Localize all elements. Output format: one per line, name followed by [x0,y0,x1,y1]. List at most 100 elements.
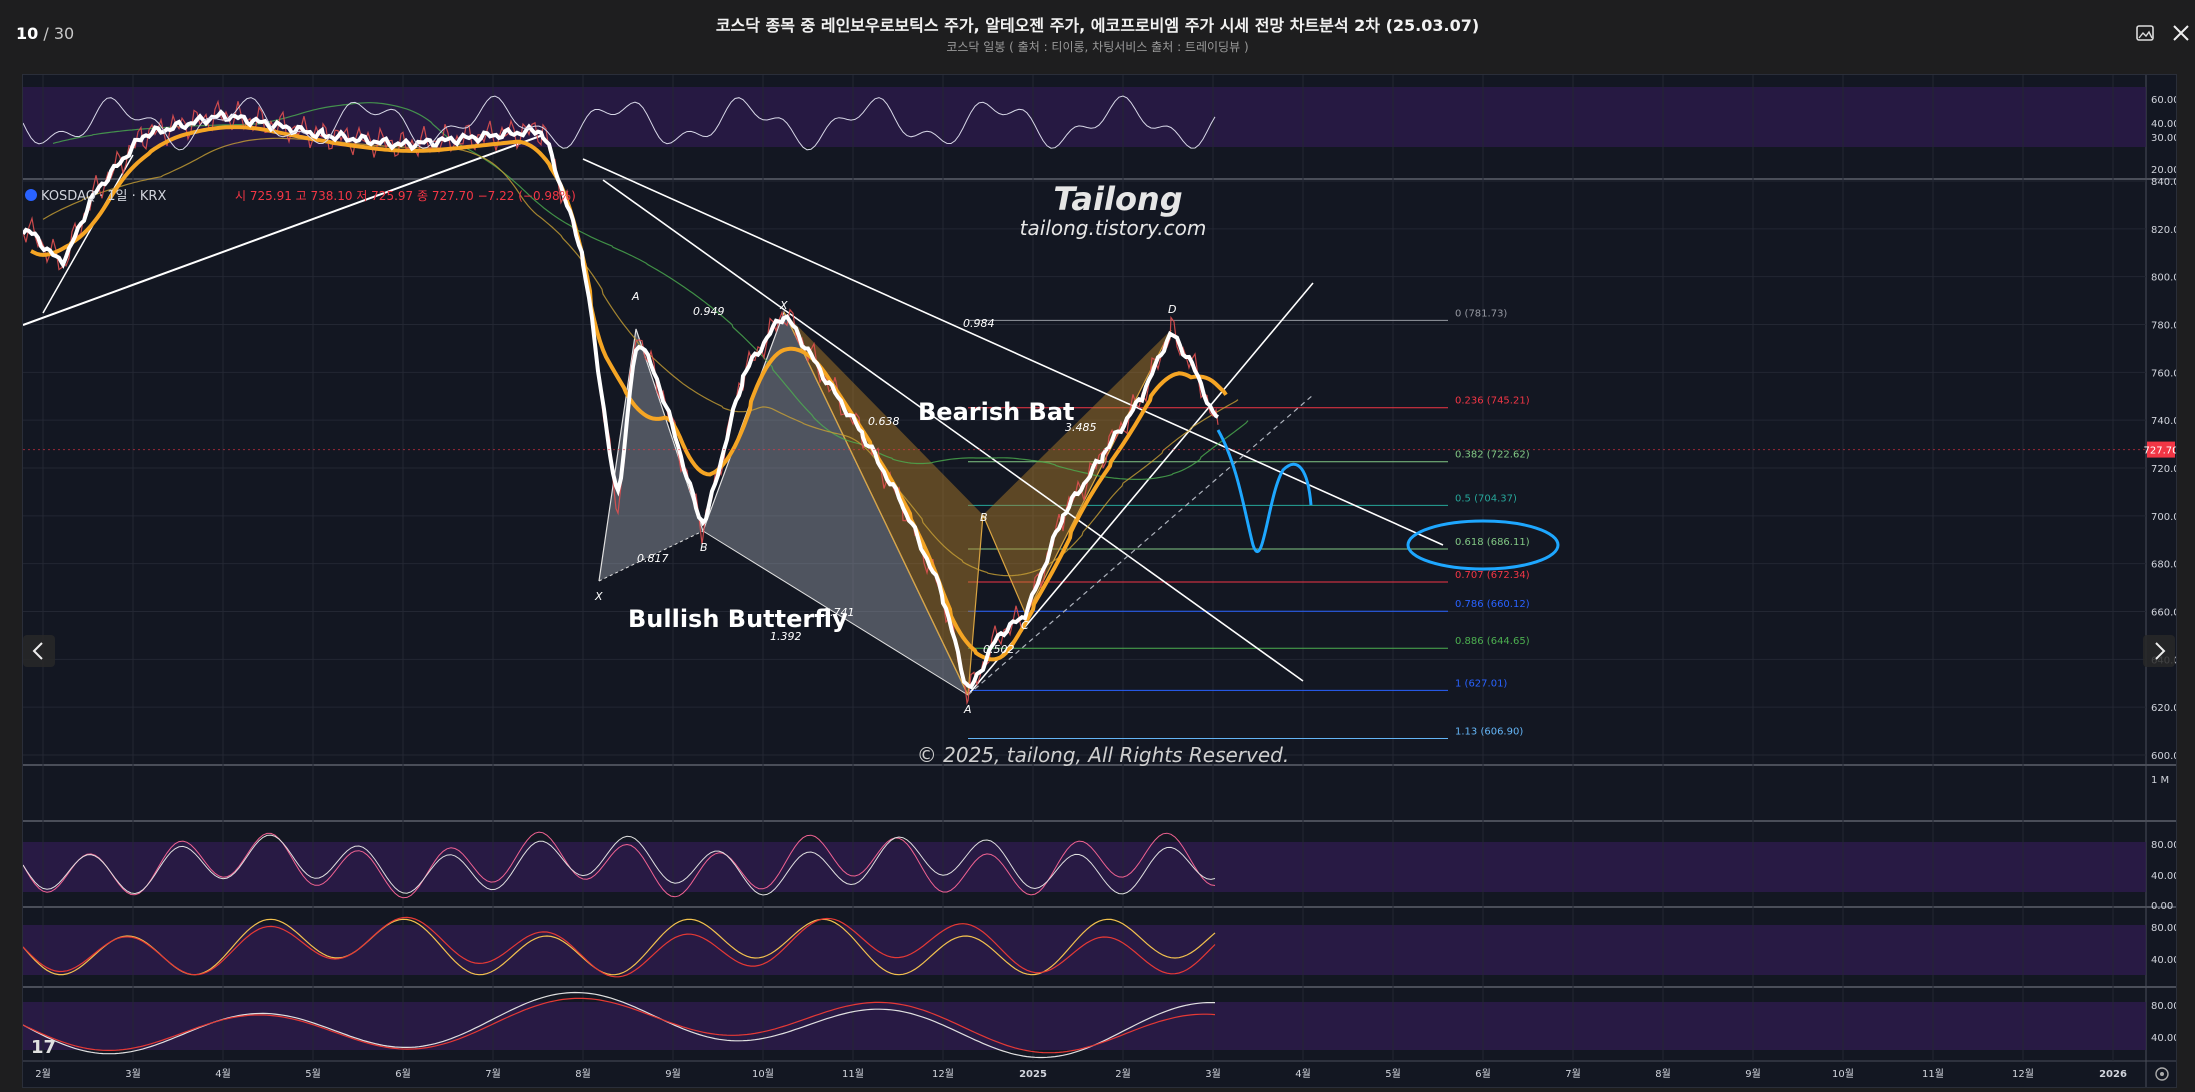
brand-url: tailong.tistory.com [1020,216,1207,240]
time-tick: 5월 [305,1068,321,1080]
price-tick: 600.00 [2151,751,2176,762]
image-icon[interactable] [2132,20,2158,46]
copyright-text: © 2025, tailong, All Rights Reserved. [917,743,1289,767]
fib-level-label: 0.618 (686.11) [1455,537,1530,548]
price-tick: 680.00 [2151,560,2176,571]
price-tick: 840.00 [2151,177,2176,188]
time-tick: 10월 [752,1068,774,1080]
indicator-bands [23,87,2146,1050]
tradingview-logo-icon: 17 [31,1037,56,1058]
price-axis: 840.00 820.00 800.00 780.00 760.00 740.00 720.… [2151,177,2176,762]
ratio-label: 0.638 [868,415,900,428]
gear-icon[interactable] [2155,1067,2169,1081]
time-tick: 11월 [1922,1068,1944,1080]
oscillator3-line-b [23,997,1216,1054]
fib-level-label: 0.707 (672.34) [1455,570,1530,581]
pattern-label-butterfly: Bullish Butterfly [628,605,848,633]
time-tick: 12월 [932,1068,954,1080]
oscillator1-line-b [23,834,1216,896]
rsi-tick: 60.00 [2151,95,2176,106]
price-tick: 700.00 [2151,512,2176,523]
rsi-line [23,95,1216,151]
time-tick: 2026 [2099,1069,2127,1080]
time-tick: 11월 [842,1068,864,1080]
close-icon[interactable] [2168,20,2194,46]
time-tick: 8월 [1655,1068,1671,1080]
point-label: C [1021,619,1029,632]
time-tick: 7월 [485,1068,501,1080]
point-label: X [779,299,788,312]
rsi-tick: 20.00 [2151,165,2176,176]
price-tick: 660.00 [2151,608,2176,619]
oscillator-axis: 80.00 40.00 0.00 80.00 40.00 80.00 40.00 [2151,840,2176,1044]
moving-average-orange [30,125,1228,662]
price-tick: 820.00 [2151,225,2176,236]
oscillator-tick: 80.00 [2151,840,2176,851]
ratio-label: 1.741 [823,606,855,619]
oscillator2-line-b [23,916,1216,978]
svg-text:17: 17 [31,1037,56,1058]
chevron-right-icon[interactable] [2143,635,2175,667]
fib-level-label: 0 (781.73) [1455,308,1507,319]
grid-lines [23,75,2146,1061]
ratio-labels: 0.949 0.817 1.741 1.392 0.984 0.638 3.48… [637,305,1097,656]
time-tick: 7월 [1565,1068,1581,1080]
time-tick: 2월 [35,1068,51,1080]
rsi-axis: 60.00 40.00 30.00 20.00 [2151,95,2176,176]
counter-separator: / [38,24,54,43]
brand-title: Tailong [1053,180,1182,218]
time-tick: 6월 [1475,1068,1491,1080]
point-label: B [980,511,988,524]
time-tick: 9월 [1745,1068,1761,1080]
chart-image: 840.00 820.00 800.00 780.00 760.00 740.00 720.… [22,74,2177,1088]
image-counter: 10 / 30 [16,24,74,43]
price-tick: 720.00 [2151,464,2176,475]
ratio-label: 0.502 [983,643,1015,656]
price-tick: 760.00 [2151,368,2176,379]
ratio-label: 0.984 [963,317,995,330]
symbol-suffix: · 1일 · KRX [99,189,166,204]
oscillator-tick: 80.00 [2151,1001,2176,1012]
rsi-tick: 40.00 [2151,119,2176,130]
chevron-left-icon[interactable] [23,635,55,667]
time-tick: 5월 [1385,1068,1401,1080]
counter-total: 30 [53,24,75,43]
pattern-points: X A B X A B C D [594,290,1176,716]
volume-scale-label: 1 M [2151,775,2169,786]
time-tick: 4월 [215,1068,231,1080]
time-tick: 9월 [665,1068,681,1080]
fib-level-label: 0.886 (644.65) [1455,636,1530,647]
current-price-tag: 727.70 [23,441,2176,458]
oscillator1-line-a [23,831,1216,899]
point-label: A [963,703,972,716]
oscillator-tick: 40.00 [2151,955,2176,966]
fib-level-label: 0.786 (660.12) [1455,599,1530,610]
fib-level-label: 1 (627.01) [1455,678,1507,689]
price-tick: 800.00 [2151,273,2176,284]
time-tick: 2월 [1115,1068,1131,1080]
time-tick: 10월 [1832,1068,1854,1080]
image-subtitle: 코스닥 일봉 ( 출처 : 티이롱, 차팅서비스 출처 : 트레이딩뷰 ) [946,40,1249,54]
time-axis: 2월 3월 4월 5월 6월 7월 8월 9월 10월 11월 12월 2025 2월 3월 4월 5월 6월 7… [35,1068,2127,1080]
moving-average-slow [52,102,1249,480]
rsi-tick: 30.00 [2151,133,2176,144]
time-tick: 3월 [125,1068,141,1080]
oscillator-tick: 80.00 [2151,923,2176,934]
legend-row: KOSDAQ · 1일 · KRX 시 725.91 고 738.10 저 72… [25,189,576,204]
ohlc-values: 시 725.91 고 738.10 저 725.97 종 727.70 −7.2… [235,189,576,203]
ratio-label: 0.817 [637,552,669,565]
moving-average-white [23,109,1219,690]
oscillator-tick: 40.00 [2151,871,2176,882]
time-tick: 6월 [395,1068,411,1080]
ratio-label: 3.485 [1065,421,1097,434]
point-label: D [1168,303,1176,316]
time-tick: 12월 [2012,1068,2034,1080]
fib-level-label: 0.382 (722.62) [1455,450,1530,461]
oscillator-tick: 40.00 [2151,1033,2176,1044]
ratio-label: 1.392 [770,630,802,643]
fibonacci-levels: 0 (781.73) 0.236 (745.21) 0.382 (722.62) 0.… [968,308,1530,739]
symbol-icon [25,189,37,201]
fib-level-label: 1.13 (606.90) [1455,726,1523,737]
oscillator-tick: 0.00 [2151,901,2173,912]
image-title: 코스닥 종목 중 레인보우로보틱스 주가, 알테오젠 주가, 에코프로비엠 주가… [715,16,1480,35]
